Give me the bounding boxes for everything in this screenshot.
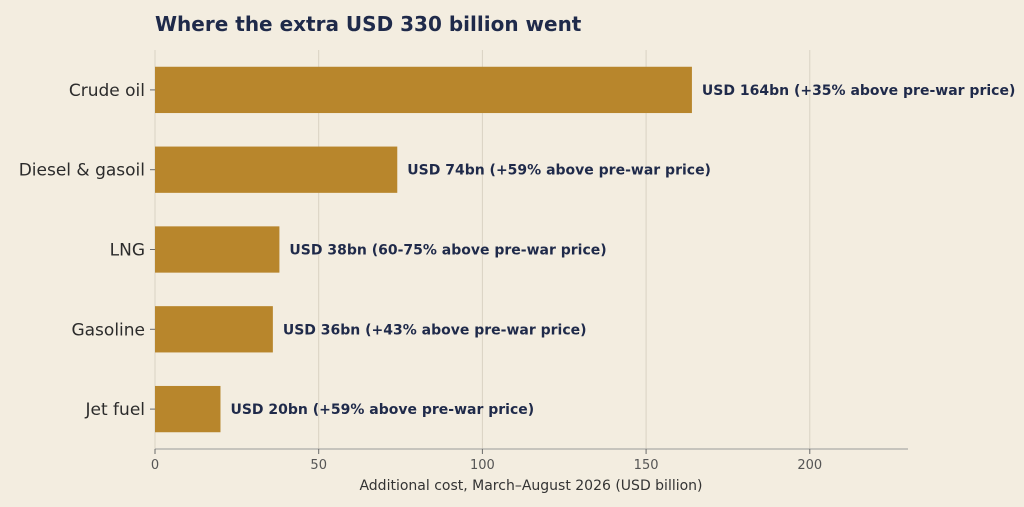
- x-tick-label-100: 100: [470, 458, 495, 473]
- bar-1: [155, 146, 398, 193]
- data-label-4: USD 20bn (+59% above pre-war price): [230, 402, 534, 418]
- x-tick-label-50: 50: [310, 458, 327, 473]
- data-label-0: USD 164bn (+35% above pre-war price): [702, 83, 1015, 99]
- bar-3: [155, 306, 273, 353]
- x-tick-label-200: 200: [797, 458, 822, 473]
- data-label-1: USD 74bn (+59% above pre-war price): [407, 163, 711, 179]
- axes: Crude oil Diesel & gasoil LNG Gasoline Jet f…: [19, 81, 908, 473]
- data-label-2: USD 38bn (60-75% above pre-war price): [289, 243, 606, 259]
- bar-0: [155, 66, 692, 114]
- category-label-1: Diesel & gasoil: [19, 161, 145, 181]
- x-tick-label-150: 150: [634, 458, 659, 473]
- category-label-3: Gasoline: [71, 320, 145, 340]
- gridlines: [154, 50, 811, 449]
- x-tick-label-0: 0: [151, 458, 159, 473]
- bars: USD 164bn (+35% above pre-war price) USD …: [155, 66, 1015, 433]
- category-label-2: LNG: [110, 241, 145, 261]
- bar-4: [155, 385, 221, 433]
- category-label-4: Jet fuel: [85, 400, 145, 420]
- category-label-0: Crude oil: [69, 81, 145, 101]
- bar-2: [155, 226, 280, 273]
- data-label-3: USD 36bn (+43% above pre-war price): [283, 322, 587, 338]
- chart-title: Where the extra USD 330 billion went: [155, 12, 582, 36]
- x-axis-label: Additional cost, March–August 2026 (USD …: [359, 478, 702, 494]
